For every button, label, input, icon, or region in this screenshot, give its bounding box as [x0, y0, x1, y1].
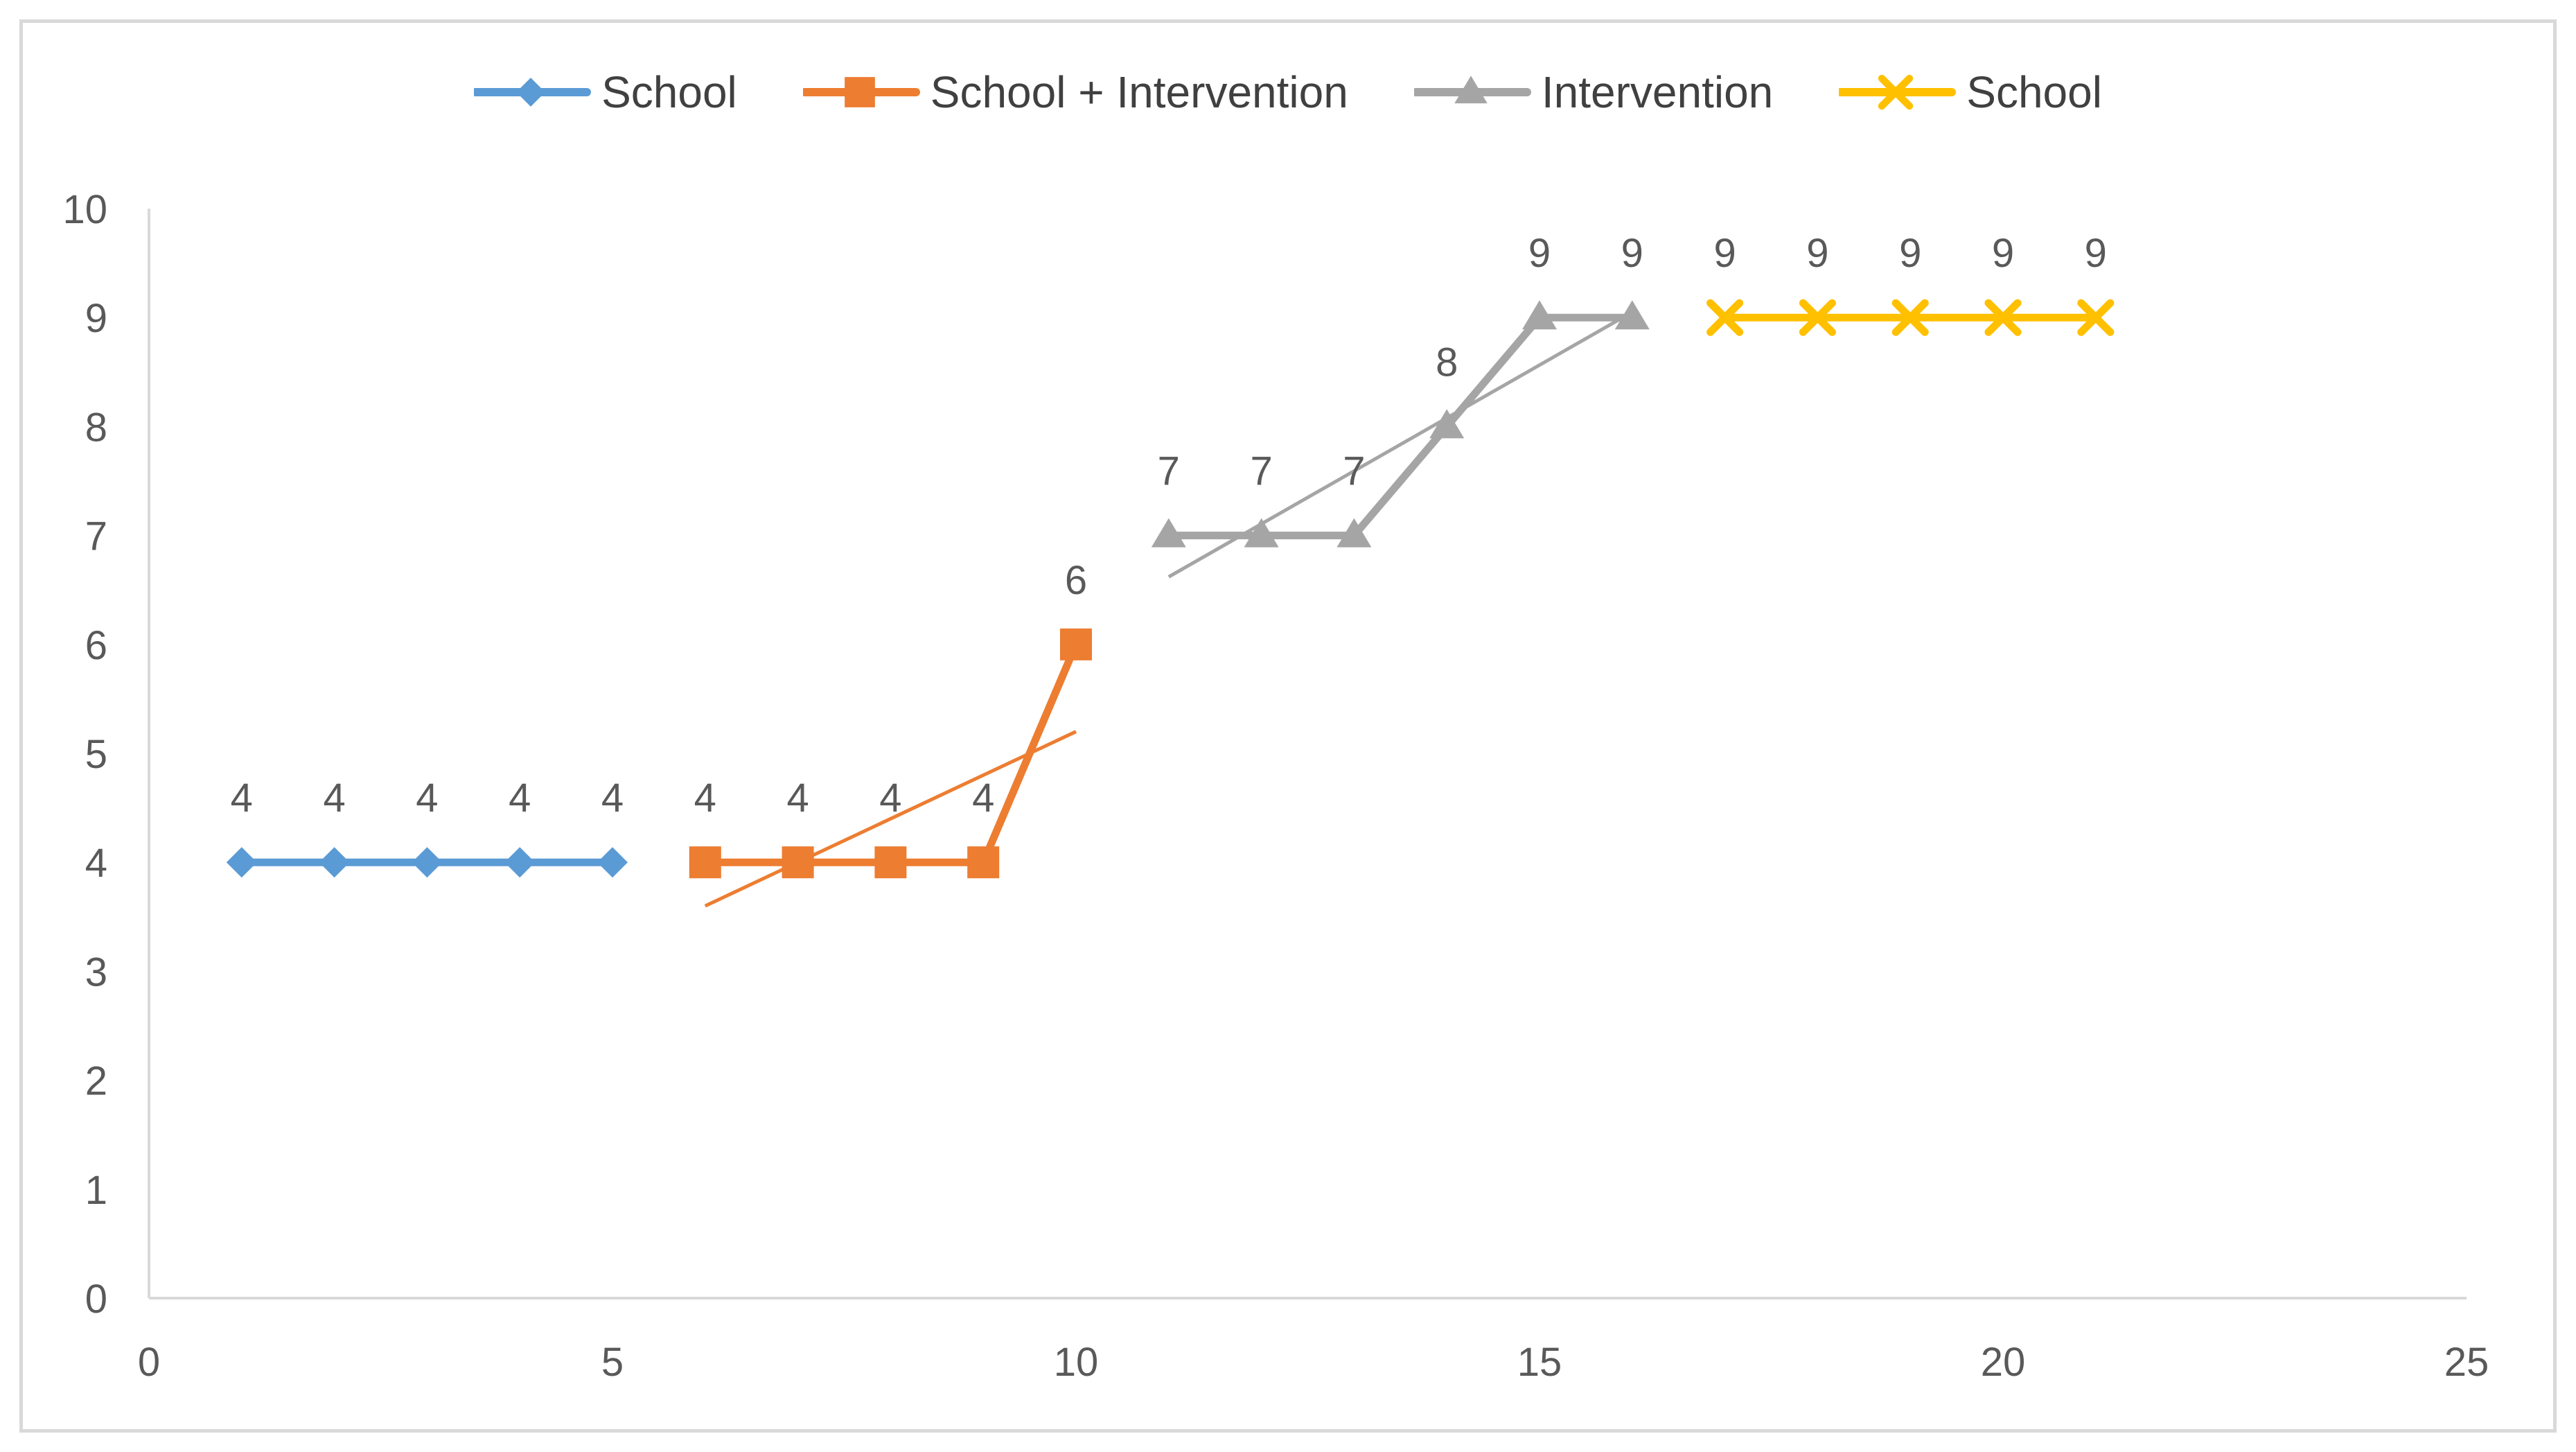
data-label: 6 — [1065, 558, 1087, 603]
square-marker — [967, 846, 1000, 879]
triangle-marker — [1429, 409, 1465, 439]
data-label: 4 — [601, 776, 624, 821]
y-tick-label: 0 — [85, 1277, 107, 1322]
y-tick-label: 9 — [85, 296, 107, 341]
data-label: 9 — [1899, 231, 1921, 276]
triangle-marker — [1614, 300, 1650, 330]
legend-label: School — [601, 67, 737, 117]
series-line-2 — [1165, 313, 1637, 540]
square-marker — [1060, 628, 1092, 661]
data-label: 4 — [879, 776, 901, 821]
legend-label: School — [1966, 67, 2102, 117]
legend-x-swatch — [1839, 74, 1957, 110]
diamond-marker — [319, 847, 350, 878]
diamond-marker — [504, 847, 536, 878]
x-tick-label: 5 — [601, 1340, 624, 1385]
data-label: 4 — [416, 776, 438, 821]
triangle-marker — [1522, 300, 1557, 330]
x-marker — [1984, 299, 2022, 336]
x-tick-label: 25 — [2444, 1340, 2489, 1385]
diamond-marker — [597, 847, 628, 878]
x-tick-label: 20 — [1981, 1340, 2026, 1385]
legend-item-2: Intervention — [1413, 67, 1774, 117]
legend: School School + Intervention Intervention S… — [0, 68, 2576, 116]
diamond-marker — [226, 847, 257, 878]
data-label: 4 — [509, 776, 531, 821]
data-label: 9 — [1621, 231, 1643, 276]
x-marker — [1878, 74, 1914, 110]
data-label: 7 — [1158, 449, 1180, 494]
data-label: 4 — [694, 776, 716, 821]
legend-triangle-swatch — [1413, 76, 1531, 104]
triangle-marker — [1244, 518, 1279, 548]
diamond-marker — [412, 847, 443, 878]
trendline-1 — [1167, 310, 1634, 579]
y-tick-label: 6 — [85, 623, 107, 668]
x-marker — [1706, 299, 1744, 336]
data-label: 4 — [323, 776, 345, 821]
x-tick-label: 15 — [1517, 1340, 1562, 1385]
square-marker — [689, 846, 721, 879]
data-label: 4 — [972, 776, 994, 821]
trendline-0 — [704, 730, 1077, 908]
series-line-1 — [701, 640, 1080, 866]
data-label: 8 — [1436, 340, 1458, 385]
diamond-marker — [516, 78, 545, 107]
triangle-marker — [1151, 518, 1186, 548]
data-label: 9 — [1713, 231, 1736, 276]
data-label: 9 — [1992, 231, 2014, 276]
legend-square-swatch — [802, 77, 920, 107]
data-label: 7 — [1250, 449, 1272, 494]
square-marker — [844, 77, 875, 107]
triangle-marker — [1454, 76, 1488, 104]
y-tick-label: 5 — [85, 732, 107, 777]
data-label: 4 — [231, 776, 253, 821]
legend-label: School + Intervention — [930, 67, 1348, 117]
y-tick-label: 8 — [85, 405, 107, 450]
legend-label: Intervention — [1541, 67, 1774, 117]
square-marker — [782, 846, 814, 879]
data-label: 4 — [786, 776, 809, 821]
data-label: 9 — [1806, 231, 1828, 276]
data-label: 9 — [1528, 231, 1551, 276]
y-tick-label: 3 — [85, 950, 107, 995]
data-label: 7 — [1343, 449, 1365, 494]
data-label: 9 — [2085, 231, 2107, 276]
x-marker — [1799, 299, 1836, 336]
triangle-marker — [1336, 518, 1372, 548]
x-marker — [1891, 299, 1929, 336]
x-tick-label: 10 — [1054, 1340, 1099, 1385]
legend-item-3: School — [1839, 68, 2102, 116]
legend-item-0: School — [474, 68, 737, 116]
legend-diamond-swatch — [474, 78, 592, 107]
y-tick-label: 1 — [85, 1168, 107, 1213]
y-tick-label: 2 — [85, 1059, 107, 1104]
square-marker — [874, 846, 907, 879]
x-marker — [2077, 299, 2115, 336]
legend-item-1: School + Intervention — [802, 67, 1348, 117]
y-tick-label: 7 — [85, 514, 107, 559]
y-tick-label: 10 — [62, 187, 107, 232]
x-tick-label: 0 — [138, 1340, 160, 1385]
y-tick-label: 4 — [85, 841, 107, 886]
